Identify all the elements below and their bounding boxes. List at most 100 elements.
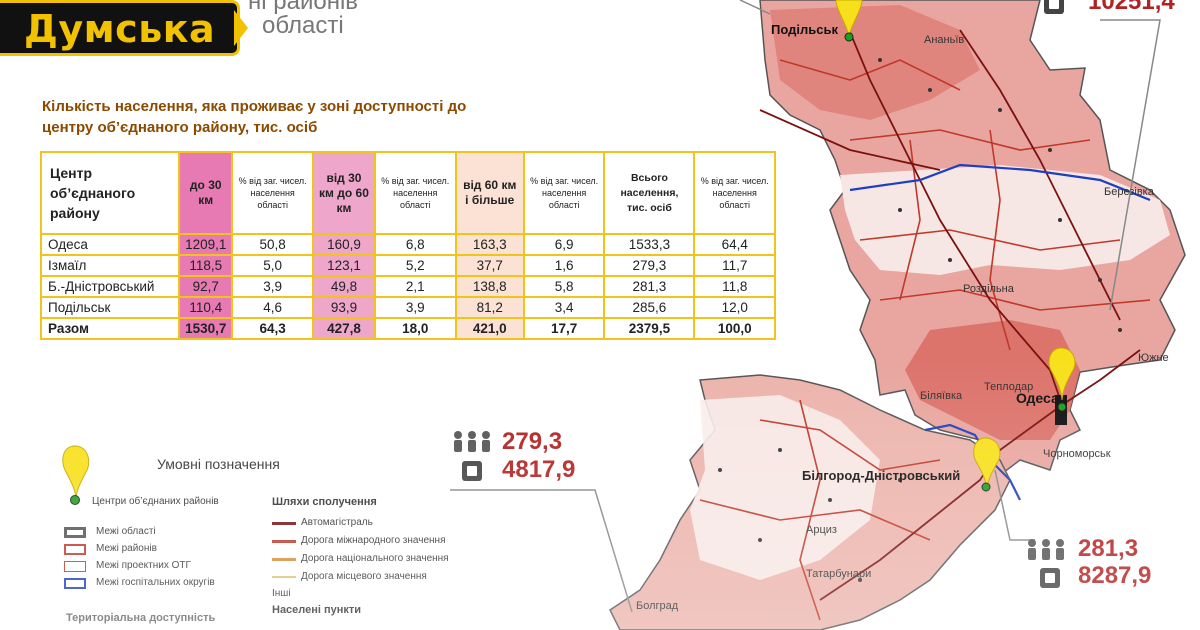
district-borders (699, 59, 1151, 621)
region-north-core (770, 5, 980, 120)
place-label-teplodar: Теплодар (984, 381, 1034, 393)
legend-border-hospital: Межі госпітальних округів (96, 577, 215, 588)
table-cell: 4,6 (231, 296, 314, 319)
place-label-artsyz: Арциз (806, 524, 837, 536)
table-cell: 6,9 (522, 233, 606, 256)
legend-swatch-oblast (64, 527, 86, 538)
table-cell: 93,9 (311, 296, 377, 319)
table-cell: 5,0 (231, 254, 314, 277)
place-label-rozdilna: Роздільна (963, 283, 1014, 295)
table-cell: 285,6 (603, 296, 696, 319)
place-label-chornomorsk: Чорноморськ (1043, 448, 1111, 460)
stat-area-top: 10251,4 (1088, 0, 1175, 15)
col-header-pct-more: % від заг. чисел. населення області (522, 151, 606, 235)
table-row: Ізмаїл 118,5 5,0 123,1 5,2 37,7 1,6 279,… (40, 254, 776, 277)
population-table: Центр об’єднаного району до 30 км % від … (40, 151, 776, 340)
table-cell: 81,2 (454, 296, 525, 319)
pin-icon-podilsk (835, 0, 863, 42)
table-cell: 11,7 (693, 254, 776, 277)
legend-road-national: Дорога національного значення (301, 553, 449, 564)
building-icon (1044, 0, 1064, 14)
settlement-dots (718, 58, 1122, 582)
people-icon (1028, 539, 1064, 560)
table-cell: 49,8 (311, 275, 377, 298)
legend-border-oblast: Межі області (96, 526, 156, 537)
table-cell: 11,8 (693, 275, 776, 298)
center-label-odesa: Одеса (1016, 390, 1059, 406)
stat-area-bilhorod: 8287,9 (1078, 562, 1152, 589)
building-icon (1040, 568, 1060, 588)
table-cell: 138,8 (454, 275, 525, 298)
table-cell: 50,8 (231, 233, 314, 256)
table-cell: 421,0 (454, 317, 525, 340)
stat-people-bilhorod: 281,3 (1078, 535, 1139, 562)
table-cell: 12,0 (693, 296, 776, 319)
legend-swatch-international (272, 540, 296, 543)
pin-icon-bilhorod (973, 437, 1001, 492)
place-label-tatarbunary: Татарбунари (806, 568, 872, 580)
building-icon (462, 461, 482, 481)
pin-icon (62, 445, 90, 505)
table-total-row: Разом 1530,7 64,3 427,8 18,0 421,0 17,7 … (40, 317, 776, 340)
table-cell: 123,1 (311, 254, 377, 277)
legend-border-district: Межі районів (96, 543, 157, 554)
place-label-biliaivka: Біляївка (920, 390, 963, 402)
legend-accessibility-title: Територіальна доступність (66, 612, 216, 624)
table-row: Подільськ 110,4 4,6 93,9 3,9 81,2 3,4 28… (40, 296, 776, 319)
table-cell: 1533,3 (603, 233, 696, 256)
table-cell: Разом (40, 317, 180, 340)
region-central-band (840, 165, 1170, 275)
legend-road-local: Дорога місцевого значення (301, 571, 427, 582)
col-header-more: від 60 км і більше (454, 151, 525, 235)
table-cell: 1,6 (522, 254, 606, 277)
table-cell: Подільськ (40, 296, 180, 319)
col-header-pct-60: % від заг. чисел. населення області (374, 151, 457, 235)
region-odesa-core (905, 320, 1080, 440)
col-header-pct-30: % від заг. чисел. населення області (231, 151, 314, 235)
table-title: Кількість населення, яка проживає у зоні… (42, 98, 467, 136)
roads (759, 19, 1141, 601)
brand-name: Думська (24, 7, 216, 51)
table-cell: 64,3 (231, 317, 314, 340)
legend-swatch-hospital (64, 578, 86, 589)
header-fragment-line2: області (262, 12, 344, 39)
place-label-bolhrad: Болград (636, 600, 679, 612)
table-cell: 92,7 (177, 275, 234, 298)
table-cell: Одеса (40, 233, 180, 256)
col-header-pct-total: % від заг. чисел. населення області (693, 151, 776, 235)
legend-center-label: Центри об’єднаних районів (92, 496, 219, 507)
table-row: Одеса 1209,1 50,8 160,9 6,8 163,3 6,9 15… (40, 233, 776, 256)
pin-icon-odesa (1048, 347, 1076, 412)
table-cell: 2,1 (374, 275, 457, 298)
brand-logo[interactable]: Думська (0, 0, 240, 56)
table-cell: 3,9 (374, 296, 457, 319)
stat-people-izmail: 279,3 (502, 428, 563, 455)
table-cell: 427,8 (311, 317, 377, 340)
col-header-center: Центр об’єднаного району (40, 151, 180, 235)
center-label-podilsk: Подільськ (771, 22, 838, 37)
region-south-light (690, 395, 880, 580)
table-cell: 17,7 (522, 317, 606, 340)
brand-arrow-shape (234, 10, 248, 46)
table-cell: 100,0 (693, 317, 776, 340)
table-cell: 1530,7 (177, 317, 234, 340)
legend-road-international: Дорога міжнародного значення (301, 535, 446, 546)
stat-area-izmail: 4817,9 (502, 456, 576, 483)
legend-swatch-highway (272, 522, 296, 525)
table-cell: 281,3 (603, 275, 696, 298)
people-icon (454, 431, 490, 452)
table-cell: 2379,5 (603, 317, 696, 340)
legend-road-other: Інші (272, 588, 291, 599)
legend-swatch-district (64, 544, 86, 555)
place-label-berezivka: Березівка (1104, 186, 1154, 198)
place-label-yuzhne: Южне (1138, 352, 1169, 364)
table-cell: 1209,1 (177, 233, 234, 256)
table-cell: 160,9 (311, 233, 377, 256)
place-label-ananiv: Ананьїв (924, 34, 965, 46)
table-cell: 118,5 (177, 254, 234, 277)
table-cell: 64,4 (693, 233, 776, 256)
header-fragment-line1: ні районів (248, 0, 359, 15)
table-cell: Ізмаїл (40, 254, 180, 277)
legend-title: Умовні позначення (157, 456, 280, 472)
